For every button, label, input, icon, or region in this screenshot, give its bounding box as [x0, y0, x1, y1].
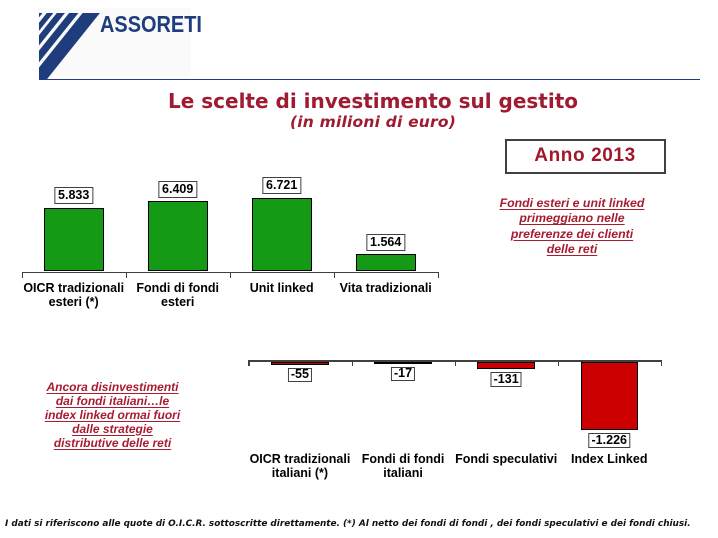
category-label-positive-2: Unit linked [250, 281, 314, 296]
category-label-negative-0: OICR tradizionali italiani (*) [250, 452, 351, 481]
axis-tick [454, 360, 456, 366]
axis-tick [229, 271, 232, 278]
value-label-negative-0: -55 [287, 367, 312, 383]
value-label-negative-1: -17 [391, 366, 416, 382]
annotation-line: preferenze dei clienti [510, 226, 634, 241]
value-label-negative-3: -1.226 [588, 433, 630, 448]
slide-title: Le scelte di investimento sul gestito [167, 88, 579, 113]
logo-stripe [39, 13, 43, 18]
year-box: Anno 2013 [504, 138, 666, 174]
axis-tick [351, 360, 353, 366]
bar-negative-2 [477, 361, 535, 369]
category-label-line: OICR tradizionali [249, 451, 351, 466]
bar-negative-1 [374, 361, 432, 364]
logo-text: ASSORETI [100, 11, 202, 37]
annotation-line: dalle strategie [72, 421, 153, 436]
annotation-line: Ancora disinvestimenti [46, 379, 179, 394]
annotation-line: primeggiano nelle [519, 211, 625, 226]
category-label-positive-1: Fondi di fondi esteri [136, 281, 219, 310]
value-label-positive-0: 5.833 [54, 186, 94, 204]
axis-tick [125, 271, 128, 278]
bar-positive-2 [251, 197, 312, 272]
value-label-negative-2: -131 [490, 372, 522, 387]
category-label-line: italiani [383, 466, 423, 481]
annotation-line: distributive delle reti [53, 435, 172, 450]
category-label-line: italiani (*) [271, 466, 329, 481]
bar-positive-3 [355, 254, 416, 272]
category-label-line: Fondi di fondi [136, 280, 219, 295]
axis-tick [557, 360, 560, 366]
bar-negative-3 [580, 361, 638, 430]
title-block: Le scelte di investimento sul gestito (i… [40, 88, 706, 132]
header-divider [41, 78, 700, 81]
bar-positive-1 [147, 201, 208, 272]
category-axis [248, 360, 661, 362]
bar-negative-0 [271, 361, 329, 365]
category-label-line: Fondi speculativi [455, 451, 558, 466]
category-label-negative-3: Index Linked [571, 452, 647, 467]
category-label-line: esteri (*) [48, 295, 99, 310]
annotation-line: Fondi esteri e unit linked [499, 196, 645, 210]
axis-tick [21, 271, 24, 278]
bar-positive-0 [43, 207, 104, 272]
annotation-line: index linked ormai fuori [44, 407, 181, 422]
annotation-italian-funds: Ancora disinvestimenti dai fondi italiani… [32, 380, 193, 450]
slide-subtitle: (in milioni di euro) [289, 112, 457, 131]
category-label-line: Unit linked [249, 280, 314, 295]
year-label: Anno 2013 [534, 145, 636, 166]
category-label-positive-0: OICR tradizionali esteri (*) [23, 281, 124, 310]
footnote: I dati si riferiscono alle quote di O.I.… [5, 518, 691, 529]
value-label-positive-1: 6.409 [158, 180, 198, 198]
annotation-foreign-funds: Fondi esteri e unit linked primeggiano ne… [492, 196, 652, 257]
category-label-line: Fondi di fondi [361, 451, 445, 466]
category-label-positive-3: Vita tradizionali [340, 281, 432, 296]
annotation-line: delle reti [546, 241, 598, 256]
axis-tick [437, 271, 440, 278]
value-label-positive-3: 1.564 [366, 233, 406, 251]
category-label-line: Index Linked [571, 451, 648, 466]
axis-tick [248, 360, 250, 366]
value-label-positive-2: 6.721 [262, 177, 302, 195]
category-label-negative-1: Fondi di fondi italiani [362, 452, 445, 481]
category-label-line: esteri [161, 295, 195, 310]
category-label-line: OICR tradizionali [23, 280, 125, 295]
assoreti-stripes-icon [39, 13, 100, 80]
category-label-negative-2: Fondi speculativi [455, 452, 557, 467]
axis-tick [660, 360, 663, 366]
logo-stripe [39, 13, 100, 80]
axis-tick [333, 271, 336, 278]
annotation-line: dai fondi italiani…le [55, 393, 170, 408]
category-label-line: Vita tradizionali [339, 280, 432, 295]
